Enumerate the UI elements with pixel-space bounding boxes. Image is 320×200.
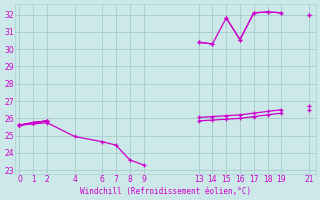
X-axis label: Windchill (Refroidissement éolien,°C): Windchill (Refroidissement éolien,°C) [80,187,251,196]
